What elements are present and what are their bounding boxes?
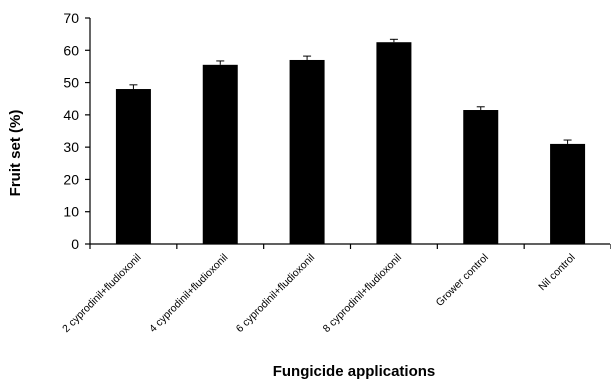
bars — [116, 42, 585, 244]
y-tick-label: 50 — [63, 75, 79, 91]
x-axis-tick-labels: 2 cyprodinil+fludioxonil 4 cyprodinil+flu… — [60, 252, 578, 335]
y-tick-label: 10 — [63, 204, 79, 220]
bar — [463, 110, 498, 244]
y-tick-label: 60 — [63, 42, 79, 58]
bar — [116, 89, 151, 244]
x-tick-label: 2 cyprodinil+fludioxonil — [60, 252, 143, 335]
y-tick-label: 70 — [63, 10, 79, 26]
y-tick-label: 40 — [63, 107, 79, 123]
y-tick-label: 0 — [71, 236, 79, 252]
x-tick-label: 4 cyprodinil+fludioxonil — [147, 252, 230, 335]
bar — [203, 65, 238, 244]
x-tick-label: 6 cyprodinil+fludioxonil — [234, 252, 317, 335]
y-tick-label: 20 — [63, 171, 79, 187]
x-axis-title: Fungicide applications — [273, 363, 436, 380]
x-tick-label: Nil control — [536, 252, 577, 293]
bar — [290, 60, 325, 244]
bar — [376, 42, 411, 244]
x-tick-label: Grower control — [434, 252, 491, 309]
y-axis-title: Fruit set (%) — [7, 110, 24, 197]
x-axis-ticks — [90, 244, 611, 249]
x-tick-label: 8 cyprodinil+fludioxonil — [321, 252, 404, 335]
y-axis-ticks: 0 10 20 30 40 50 60 70 — [63, 10, 90, 252]
bar — [550, 144, 585, 244]
error-bars — [129, 39, 571, 144]
y-tick-label: 30 — [63, 139, 79, 155]
